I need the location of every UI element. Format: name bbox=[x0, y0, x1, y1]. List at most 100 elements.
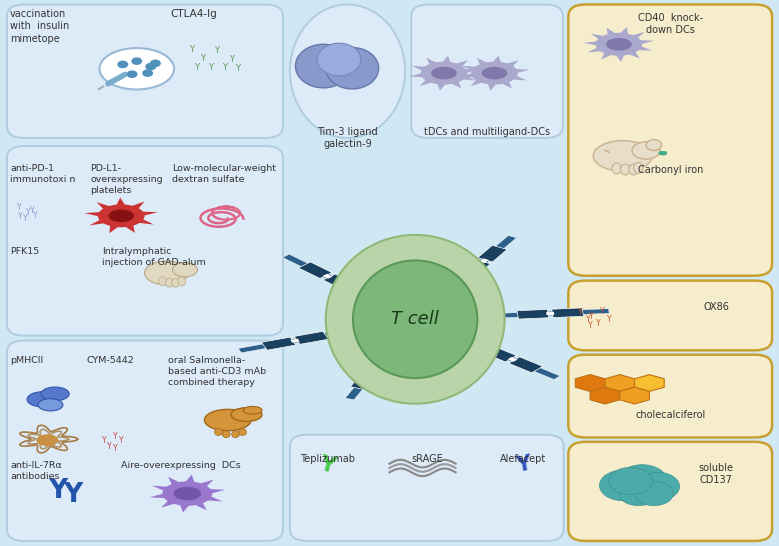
Polygon shape bbox=[509, 357, 543, 373]
Ellipse shape bbox=[27, 391, 58, 407]
Text: Y: Y bbox=[102, 436, 107, 445]
Ellipse shape bbox=[619, 482, 657, 506]
Polygon shape bbox=[472, 342, 560, 379]
Ellipse shape bbox=[596, 33, 642, 56]
Polygon shape bbox=[283, 254, 366, 295]
Text: Y: Y bbox=[23, 214, 28, 223]
Polygon shape bbox=[576, 375, 605, 391]
Ellipse shape bbox=[171, 278, 179, 287]
Polygon shape bbox=[460, 72, 480, 78]
Polygon shape bbox=[362, 360, 388, 376]
Text: cholecalciferol: cholecalciferol bbox=[635, 410, 705, 420]
Ellipse shape bbox=[353, 260, 478, 378]
Text: Y: Y bbox=[30, 206, 34, 215]
Text: Y: Y bbox=[200, 55, 206, 63]
Polygon shape bbox=[601, 50, 616, 60]
Ellipse shape bbox=[146, 63, 157, 70]
Ellipse shape bbox=[166, 278, 173, 287]
Polygon shape bbox=[635, 375, 664, 391]
FancyBboxPatch shape bbox=[411, 4, 563, 138]
Text: Y: Y bbox=[586, 315, 590, 324]
Polygon shape bbox=[168, 477, 184, 488]
Polygon shape bbox=[471, 77, 488, 86]
Polygon shape bbox=[97, 202, 115, 212]
Ellipse shape bbox=[231, 408, 262, 422]
Ellipse shape bbox=[620, 164, 629, 175]
Ellipse shape bbox=[606, 38, 632, 51]
Ellipse shape bbox=[100, 48, 174, 90]
Polygon shape bbox=[291, 339, 300, 343]
Polygon shape bbox=[491, 56, 502, 66]
Text: Teplizumab: Teplizumab bbox=[300, 454, 354, 464]
Polygon shape bbox=[365, 373, 374, 377]
Ellipse shape bbox=[143, 69, 153, 77]
Text: T cell: T cell bbox=[391, 310, 439, 328]
Text: CTLA4-Ig: CTLA4-Ig bbox=[171, 9, 217, 19]
Polygon shape bbox=[136, 211, 158, 217]
Polygon shape bbox=[498, 79, 512, 88]
Text: oral Salmonella-
based anti-CD3 mAb
combined therapy: oral Salmonella- based anti-CD3 mAb comb… bbox=[168, 356, 266, 387]
Ellipse shape bbox=[127, 70, 138, 78]
Polygon shape bbox=[626, 32, 644, 41]
Polygon shape bbox=[132, 217, 154, 224]
Ellipse shape bbox=[150, 60, 161, 67]
Polygon shape bbox=[459, 69, 479, 74]
Ellipse shape bbox=[471, 62, 518, 85]
Text: Y: Y bbox=[63, 482, 83, 508]
Polygon shape bbox=[517, 310, 549, 319]
Polygon shape bbox=[294, 331, 329, 345]
Polygon shape bbox=[634, 40, 654, 45]
Text: pMHCII: pMHCII bbox=[10, 356, 44, 365]
Polygon shape bbox=[191, 500, 206, 510]
Polygon shape bbox=[122, 222, 135, 233]
Polygon shape bbox=[150, 492, 171, 498]
FancyBboxPatch shape bbox=[569, 281, 772, 351]
Polygon shape bbox=[447, 79, 461, 88]
Polygon shape bbox=[183, 474, 196, 485]
Polygon shape bbox=[115, 198, 127, 208]
Ellipse shape bbox=[41, 387, 69, 401]
Text: Y: Y bbox=[194, 63, 199, 72]
Text: Y: Y bbox=[590, 312, 594, 321]
Polygon shape bbox=[477, 58, 492, 68]
Ellipse shape bbox=[38, 399, 63, 411]
Polygon shape bbox=[195, 479, 213, 489]
Polygon shape bbox=[127, 201, 144, 211]
Text: Tim-3 ligand
galectin-9: Tim-3 ligand galectin-9 bbox=[317, 127, 378, 150]
Text: Y: Y bbox=[33, 211, 37, 221]
Polygon shape bbox=[323, 274, 357, 290]
Text: tDCs and multiligand-DCs: tDCs and multiligand-DCs bbox=[425, 127, 551, 137]
Ellipse shape bbox=[617, 465, 667, 497]
Text: Y: Y bbox=[222, 63, 227, 72]
FancyBboxPatch shape bbox=[7, 341, 283, 541]
Text: Y: Y bbox=[48, 478, 67, 504]
Polygon shape bbox=[590, 387, 620, 404]
Polygon shape bbox=[632, 45, 652, 51]
Text: Aire-overexpressing  DCs: Aire-overexpressing DCs bbox=[122, 461, 241, 470]
FancyBboxPatch shape bbox=[569, 442, 772, 541]
Polygon shape bbox=[200, 494, 223, 501]
Ellipse shape bbox=[222, 431, 230, 438]
Text: Y: Y bbox=[607, 315, 611, 324]
FancyBboxPatch shape bbox=[7, 4, 283, 138]
Ellipse shape bbox=[633, 163, 643, 173]
Polygon shape bbox=[456, 74, 477, 80]
Polygon shape bbox=[90, 217, 111, 225]
Text: CYM-5442: CYM-5442 bbox=[86, 356, 134, 365]
Text: Y: Y bbox=[26, 207, 31, 217]
Ellipse shape bbox=[612, 163, 621, 174]
Ellipse shape bbox=[594, 141, 652, 171]
Ellipse shape bbox=[178, 277, 185, 286]
Text: Y: Y bbox=[596, 319, 600, 328]
Polygon shape bbox=[583, 41, 603, 46]
Text: Y: Y bbox=[119, 436, 124, 445]
Polygon shape bbox=[436, 81, 448, 91]
Polygon shape bbox=[624, 49, 640, 58]
Text: Y: Y bbox=[108, 442, 112, 450]
Ellipse shape bbox=[118, 61, 129, 68]
Polygon shape bbox=[456, 235, 516, 282]
Text: Y: Y bbox=[208, 63, 213, 72]
Text: PFK15: PFK15 bbox=[10, 247, 39, 256]
Text: anti-PD-1
immunotoxi n: anti-PD-1 immunotoxi n bbox=[10, 164, 76, 184]
Polygon shape bbox=[440, 56, 452, 66]
